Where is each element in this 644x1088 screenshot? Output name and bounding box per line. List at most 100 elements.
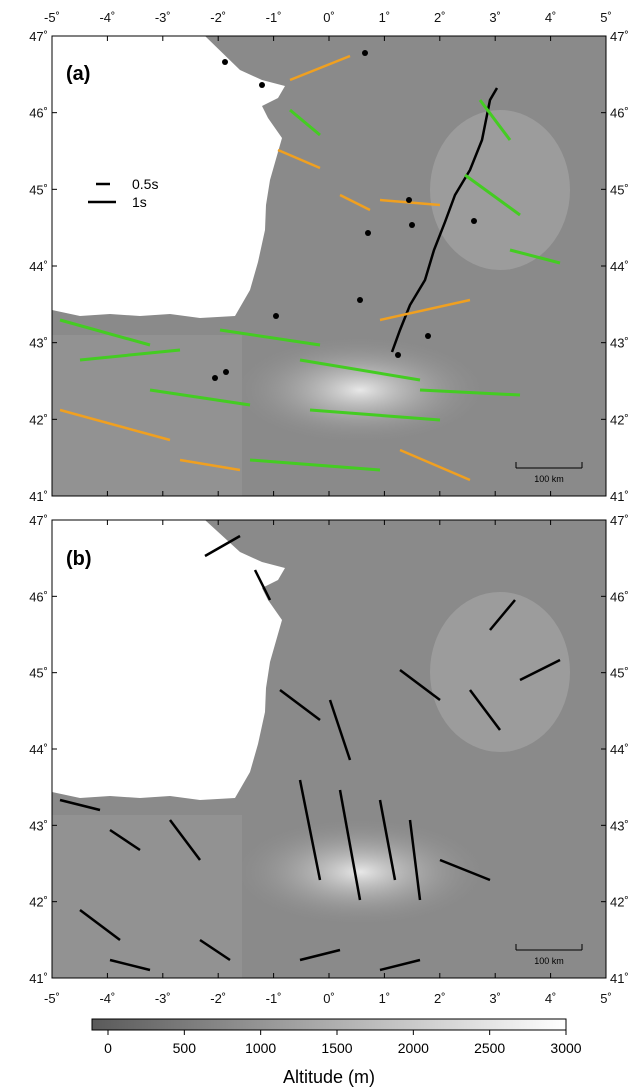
lon-tick-label-top: -5˚ [44, 10, 60, 25]
lon-tick-label-bottom: 3˚ [489, 991, 501, 1006]
colorbar-tick-label: 3000 [550, 1040, 581, 1056]
colorbar-tick-label: 2500 [474, 1040, 505, 1056]
lon-tick-label-top: 3˚ [489, 10, 501, 25]
split-bar [204, 534, 241, 558]
splitting-bars-a [59, 54, 561, 482]
lat-tick-label-right: 42˚ [610, 895, 629, 910]
split-bar [219, 328, 321, 347]
split-bar [79, 348, 181, 362]
colorbar-tick-label: 2000 [398, 1040, 429, 1056]
colorbar: 0 500 1000 1500 2000 2500 3000 Altitude (m) [91, 1018, 582, 1087]
lon-tick-label-bottom: 2˚ [434, 991, 446, 1006]
spain-relief-b [52, 815, 242, 978]
split-bar [169, 819, 201, 861]
lon-tick-label-top: -2˚ [210, 10, 226, 25]
lat-tick-label-left: 47˚ [29, 29, 48, 44]
split-bar [379, 298, 471, 322]
station-dot-icon [273, 313, 279, 319]
alps-relief-b [430, 592, 570, 752]
split-bar [509, 248, 561, 265]
split-bar [379, 958, 421, 972]
station-dot-icon [409, 222, 415, 228]
lat-tick-label-right: 46˚ [610, 106, 629, 121]
split-bar [399, 448, 471, 482]
split-bar [408, 819, 422, 901]
lat-tick-label-left: 41˚ [29, 489, 48, 504]
split-bar [464, 173, 521, 217]
lon-tick-label-top: 4˚ [545, 10, 557, 25]
lon-tick-label-bottom: 4˚ [545, 991, 557, 1006]
lon-tick-label-top: -3˚ [155, 10, 171, 25]
split-bar [489, 599, 516, 631]
split-bar [519, 658, 561, 682]
lat-tick-label-left: 45˚ [29, 666, 48, 681]
split-bar [249, 458, 381, 472]
station-dot-icon [471, 218, 477, 224]
split-bar [253, 569, 272, 601]
split-bar [79, 909, 121, 941]
map-a: 100 km [52, 36, 606, 496]
lat-tick-label-left: 44˚ [29, 742, 48, 757]
lon-tick-label-bottom: -3˚ [155, 991, 171, 1006]
lat-tick-label-left: 42˚ [29, 895, 48, 910]
split-bar [339, 193, 371, 212]
panel-label-a: (a) [66, 63, 90, 85]
station-dot-icon [425, 333, 431, 339]
pyrenees-relief-b [230, 817, 490, 927]
lon-tick-label-bottom: 0˚ [323, 991, 335, 1006]
split-bar [149, 388, 251, 407]
split-bar [109, 958, 151, 972]
lat-tick-label-left: 41˚ [29, 971, 48, 986]
lat-tick-label-left: 42˚ [29, 412, 48, 427]
map-b: 100 km [52, 520, 606, 978]
lat-tick-label-right: 44˚ [610, 259, 629, 274]
lat-tick-label-right: 44˚ [610, 742, 629, 757]
legend-a: 0.5s 1s [88, 176, 158, 210]
lon-tick-label-bottom: 5˚ [600, 991, 612, 1006]
scale-label-b: 100 km [534, 956, 564, 966]
lat-tick-label-left: 46˚ [29, 589, 48, 604]
lat-tick-label-left: 44˚ [29, 259, 48, 274]
split-bar [439, 858, 491, 882]
split-bar [289, 108, 321, 137]
colorbar-tick-label: 1000 [245, 1040, 276, 1056]
split-bar [378, 799, 397, 881]
split-bar [309, 408, 441, 422]
split-bar [59, 798, 101, 812]
split-bar [299, 948, 341, 962]
lon-tick-label-top: 2˚ [434, 10, 446, 25]
lat-tick-label-left: 45˚ [29, 182, 48, 197]
lat-tick-label-right: 47˚ [610, 513, 629, 528]
lon-tick-label-top: -4˚ [99, 10, 115, 25]
lat-tick-label-left: 47˚ [29, 513, 48, 528]
lon-tick-label-bottom: 1˚ [379, 991, 391, 1006]
split-bar [109, 828, 141, 852]
split-bar [399, 669, 441, 701]
lat-tick-label-right: 43˚ [610, 336, 629, 351]
colorbar-title: Altitude (m) [283, 1067, 375, 1087]
lon-tick-label-top: -1˚ [266, 10, 282, 25]
split-bar [478, 99, 512, 141]
panel-label-b: (b) [66, 548, 92, 570]
colorbar-ticks: 0 500 1000 1500 2000 2500 3000 [104, 1030, 582, 1056]
lat-tick-label-right: 45˚ [610, 182, 629, 197]
scale-bar-b: 100 km [515, 944, 583, 966]
split-bar [419, 388, 521, 397]
lon-tick-label-bottom: -2˚ [210, 991, 226, 1006]
lat-tick-label-left: 46˚ [29, 106, 48, 121]
legend-label-1s: 1s [132, 194, 147, 210]
station-dot-icon [365, 230, 371, 236]
station-dot-icon [362, 50, 368, 56]
split-bar [469, 689, 501, 731]
station-dot-icon [222, 59, 228, 65]
station-dot-icon [406, 197, 412, 203]
colorbar-gradient [91, 1018, 567, 1031]
lon-tick-label-top: 1˚ [379, 10, 391, 25]
panel-b: 100 km (b) [51, 519, 607, 979]
lat-tick-label-right: 42˚ [610, 412, 629, 427]
lat-tick-label-right: 43˚ [610, 818, 629, 833]
split-bar [59, 408, 171, 442]
split-bar [199, 938, 231, 962]
station-dot-icon [395, 352, 401, 358]
